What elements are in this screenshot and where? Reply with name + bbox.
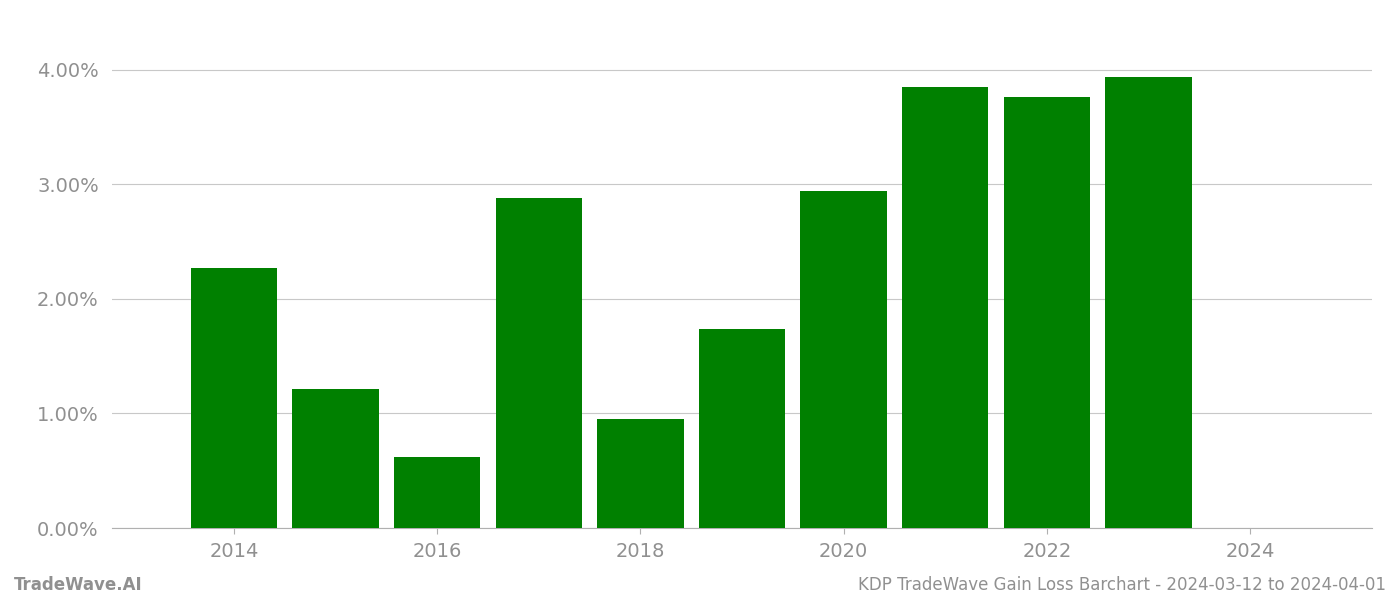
Bar	[699, 329, 785, 528]
Bar	[598, 419, 683, 528]
Bar	[1004, 97, 1091, 528]
Bar	[801, 191, 886, 528]
Bar	[393, 457, 480, 528]
Text: TradeWave.AI: TradeWave.AI	[14, 576, 143, 594]
Text: KDP TradeWave Gain Loss Barchart - 2024-03-12 to 2024-04-01: KDP TradeWave Gain Loss Barchart - 2024-…	[858, 576, 1386, 594]
Bar	[190, 268, 277, 528]
Bar	[496, 198, 582, 528]
Bar	[902, 87, 988, 528]
Bar	[1105, 77, 1191, 528]
Bar	[293, 389, 379, 528]
